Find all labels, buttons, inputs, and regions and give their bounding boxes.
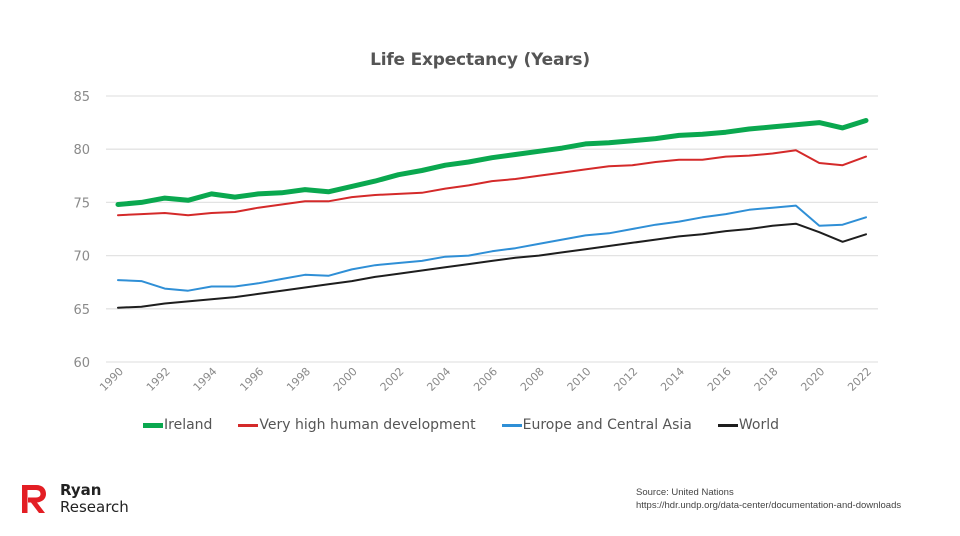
legend-swatch-world xyxy=(717,423,738,427)
legend-item-world[interactable]: World xyxy=(717,417,780,433)
x-tick-label: 2004 xyxy=(424,365,453,394)
series-line-very-high-human-development[interactable] xyxy=(117,149,867,217)
legend-swatch-europe-central-asia xyxy=(501,423,522,427)
x-tick-label: 1990 xyxy=(97,365,126,394)
gridlines xyxy=(106,95,878,363)
y-tick-label: 80 xyxy=(73,143,90,158)
x-tick-label: 2010 xyxy=(565,365,594,394)
legend-item-ireland[interactable]: Ireland xyxy=(143,417,212,433)
series-line-europe-and-central-asia[interactable] xyxy=(117,204,867,292)
legend: Ireland Very high human development Euro… xyxy=(143,417,805,433)
x-tick-label: 2016 xyxy=(705,365,734,394)
x-tick-label: 2020 xyxy=(798,365,827,394)
x-tick-label: 2008 xyxy=(518,365,547,394)
y-tick-label: 60 xyxy=(73,356,90,371)
logo-text-research: Research xyxy=(60,498,129,516)
legend-item-very-high-human-development[interactable]: Very high human development xyxy=(238,417,476,433)
y-tick-label: 75 xyxy=(73,196,90,211)
legend-swatch-ireland xyxy=(143,422,163,428)
source-note: Source: United Nations https://hdr.undp.… xyxy=(636,486,901,512)
x-tick-label: 1996 xyxy=(237,365,266,394)
x-tick-label: 1998 xyxy=(284,365,313,394)
x-tick-label: 2002 xyxy=(378,365,407,394)
logo-text-ryan: Ryan xyxy=(60,481,102,499)
x-tick-label: 2012 xyxy=(611,365,640,394)
y-tick-label: 85 xyxy=(73,90,90,105)
y-axis-ticks: 60 65 70 75 80 85 xyxy=(73,90,90,371)
x-tick-label: 2006 xyxy=(471,365,500,394)
y-tick-label: 70 xyxy=(73,250,90,265)
x-tick-label: 2000 xyxy=(331,365,360,394)
ryan-research-logo: Ryan Research xyxy=(20,482,129,516)
series-line-world[interactable] xyxy=(117,222,867,309)
series-lines xyxy=(115,118,869,309)
x-axis-ticks: 1990 1992 1994 1996 1998 2000 2002 2004 2006 2008… xyxy=(97,365,874,394)
x-tick-label: 2018 xyxy=(752,365,781,394)
chart-title: Life Expectancy (Years) xyxy=(370,50,590,70)
legend-label: Ireland xyxy=(164,417,213,433)
x-tick-label: 1994 xyxy=(191,365,220,394)
x-tick-label: 1992 xyxy=(144,365,173,394)
legend-label: Very high human development xyxy=(259,417,476,433)
x-tick-label: 2014 xyxy=(658,365,687,394)
legend-item-europe-central-asia[interactable]: Europe and Central Asia xyxy=(501,417,692,433)
source-url[interactable]: https://hdr.undp.org/data-center/documen… xyxy=(636,500,902,511)
series-line-ireland[interactable] xyxy=(115,118,869,207)
source-label: Source: United Nations xyxy=(636,487,734,498)
logo-r-icon xyxy=(22,485,46,513)
legend-swatch-very-high-human-development xyxy=(238,423,259,427)
legend-label: World xyxy=(738,417,780,433)
line-chart: 60 65 70 75 80 85 1990 1992 1994 1996 1998 2000 200… xyxy=(73,90,878,394)
x-tick-label: 2022 xyxy=(845,365,874,394)
y-tick-label: 65 xyxy=(73,303,90,318)
legend-label: Europe and Central Asia xyxy=(522,417,692,433)
